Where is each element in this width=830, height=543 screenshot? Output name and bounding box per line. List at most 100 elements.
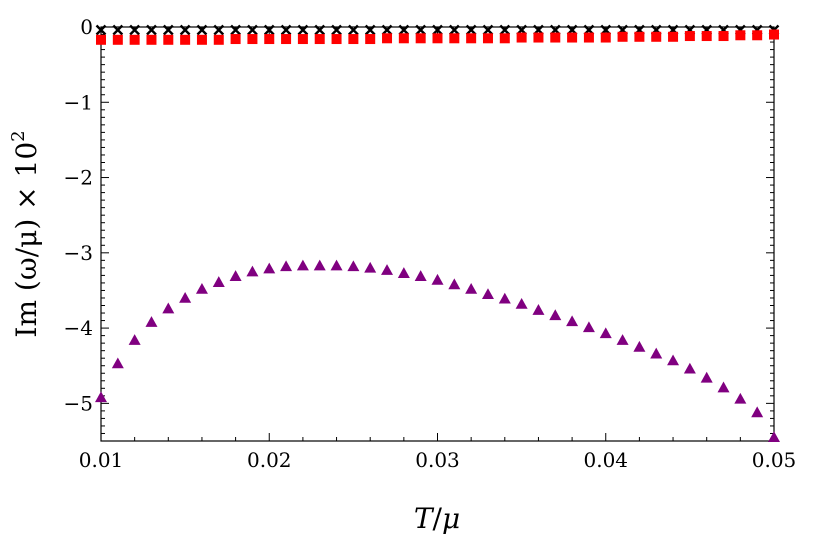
data-point-square [668,31,679,42]
data-point-cross [196,24,208,36]
data-point-triangle [599,327,612,339]
data-point-triangle [683,362,696,374]
data-point-square [331,34,342,45]
data-point-triangle [179,291,192,303]
data-point-triangle [111,357,124,369]
data-point-square [600,32,611,43]
data-point-square [583,32,594,43]
data-point-triangle [95,391,107,403]
data-point-cross [146,24,157,36]
data-point-triangle [195,282,208,294]
y-tick-label: −1 [64,90,93,114]
x-axis-label-main: T [414,502,435,535]
data-point-triangle [296,259,309,271]
data-point-square [314,34,325,45]
data-point-triangle [465,282,478,294]
data-point-triangle [246,265,259,277]
data-point-square [415,33,426,44]
data-point-triangle [566,315,579,327]
x-tick-label: 0.02 [247,448,292,472]
data-point-cross [280,24,292,36]
data-point-triangle [229,270,242,281]
data-point-square [752,30,763,41]
data-point-square [651,31,662,42]
data-point-cross [162,24,174,36]
data-point-cross [482,24,494,36]
data-point-square [449,33,460,44]
data-point-triangle [700,371,713,383]
data-point-triangle [431,273,444,285]
data-point-triangle [650,347,663,359]
data-point-cross [263,24,275,36]
data-point-triangle [397,267,410,278]
data-point-cross [95,24,107,36]
data-point-triangle [280,260,293,272]
data-point-square [180,34,191,45]
data-point-square [382,33,393,44]
x-axis-label-sep: / [433,502,443,535]
data-point-triangle [717,381,730,393]
data-point-square [533,32,544,43]
data-point-square [567,32,578,43]
data-point-triangle [532,304,545,315]
data-point-square [634,31,645,42]
data-point-cross [348,24,359,36]
data-point-triangle [582,321,595,333]
x-axis-label: T/μ [414,502,460,535]
data-point-square [230,34,241,45]
y-axis-label-sup: 2 [8,130,29,141]
data-point-square [264,34,275,45]
data-point-square [163,34,174,45]
x-tick-label: 0.04 [583,448,628,472]
data-point-triangle [448,278,461,290]
y-axis-ticks: 0 −1 −2 −3 −4 −5 [64,15,774,442]
x-tick-label: 0.01 [79,448,124,472]
data-point-triangle [162,302,175,314]
plot-frame [100,26,775,442]
x-axis-label-sub: μ [442,502,460,535]
data-point-triangle [347,260,360,272]
data-point-triangle [515,298,528,309]
data-point-triangle [751,406,764,418]
data-point-cross [230,24,241,36]
data-point-square [146,34,157,45]
data-point-square [466,33,477,44]
data-point-cross [448,24,460,36]
data-point-cross [179,24,191,36]
data-point-square [196,34,207,45]
data-point-square [365,34,376,45]
data-point-triangle [414,270,427,281]
data-point-cross [415,24,427,36]
x-tick-label: 0.05 [752,448,797,472]
data-point-triangle [212,276,225,287]
data-point-cross [398,24,410,36]
data-point-triangle [734,392,747,404]
data-point-square [398,33,409,44]
data-point-square [96,34,106,45]
data-point-square [701,31,712,42]
data-point-cross [129,24,140,36]
data-point-cross [331,24,342,36]
data-point-triangle [381,264,394,275]
data-point-triangle [768,431,780,443]
data-point-square [247,34,258,45]
data-point-cross [364,24,376,36]
data-point-square [684,31,695,42]
data-point-cross [247,24,258,36]
x-axis-ticks: 0.01 0.02 0.03 0.04 0.05 [79,27,797,472]
series-triangle [95,259,780,443]
data-point-cross [499,24,511,36]
data-point-cross [314,24,326,36]
data-point-triangle [549,309,562,321]
data-point-square [718,31,729,42]
y-axis-label: Im (ω/μ) × 102 [8,130,43,337]
data-point-square [112,34,123,45]
y-tick-label: −5 [64,391,93,415]
data-point-triangle [633,340,646,352]
data-point-triangle [128,334,141,345]
data-point-triangle [481,288,494,300]
y-axis-label-text: Im (ω/μ) × 10 [10,142,43,338]
data-point-triangle [498,292,511,304]
data-point-square [516,32,527,43]
